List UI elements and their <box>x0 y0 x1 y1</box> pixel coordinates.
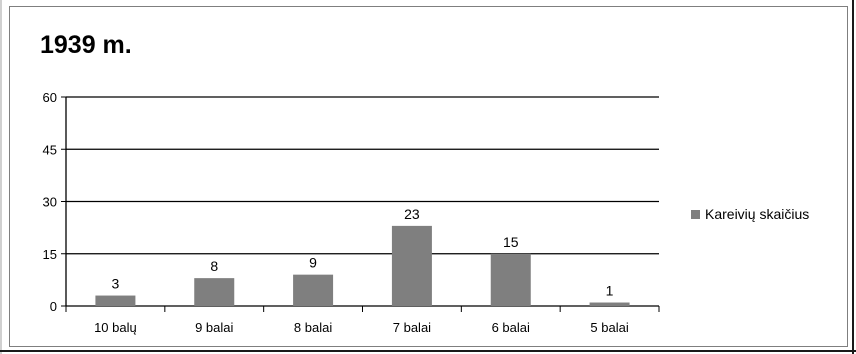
right-edge <box>852 0 854 354</box>
x-tick-label: 8 balai <box>294 320 332 335</box>
x-tick-label: 6 balai <box>492 320 530 335</box>
bar <box>490 253 531 306</box>
bar <box>293 274 334 306</box>
x-tick-label: 9 balai <box>195 320 233 335</box>
bottom-edge <box>0 350 856 352</box>
data-label: 8 <box>210 258 218 274</box>
y-tick-label: 45 <box>43 142 57 157</box>
bar <box>589 302 630 306</box>
legend-label: Kareivių skaičius <box>705 206 810 222</box>
x-tick-label: 5 balai <box>590 320 628 335</box>
bar <box>391 225 432 306</box>
legend-swatch <box>691 209 700 219</box>
y-tick-label: 60 <box>43 90 57 105</box>
bar <box>194 278 235 306</box>
data-label: 23 <box>404 206 420 222</box>
data-label: 15 <box>503 234 519 250</box>
data-label: 9 <box>309 255 317 271</box>
left-edge <box>0 0 2 354</box>
y-tick-label: 0 <box>50 299 57 314</box>
y-tick-label: 30 <box>43 195 57 210</box>
x-tick-label: 7 balai <box>393 320 431 335</box>
data-label: 1 <box>606 283 614 299</box>
chart-title: 1939 m. <box>40 31 132 59</box>
x-tick-label: 10 balų <box>94 320 137 335</box>
bar <box>95 295 136 306</box>
data-label: 3 <box>112 276 120 292</box>
legend: Kareivių skaičius <box>691 206 809 222</box>
y-tick-label: 15 <box>43 247 57 262</box>
